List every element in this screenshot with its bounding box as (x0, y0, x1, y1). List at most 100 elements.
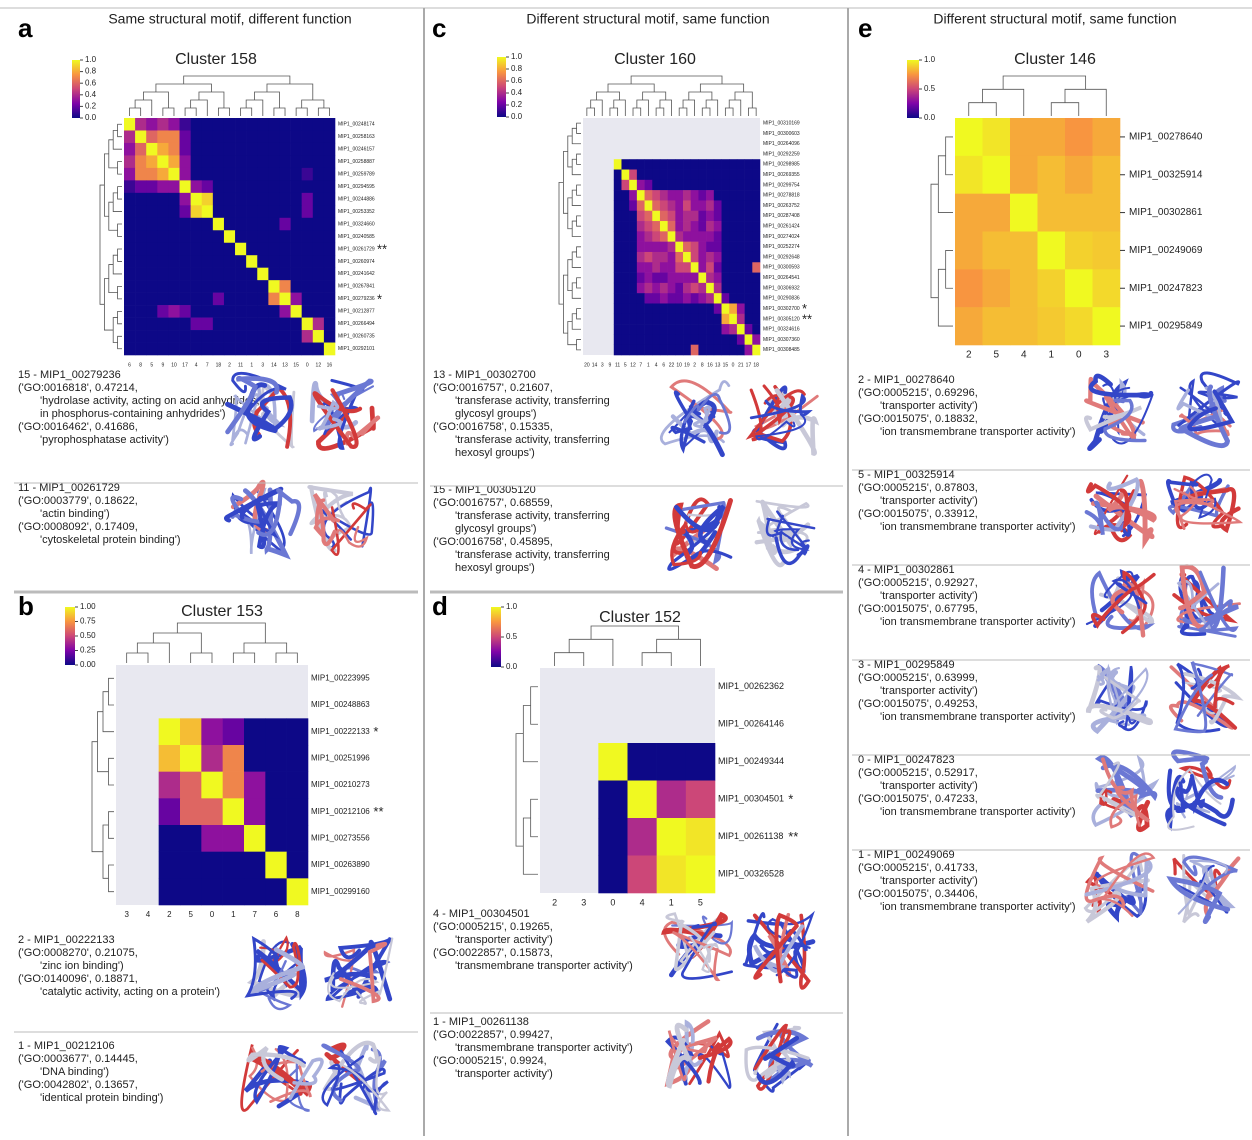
column-label: 0 (210, 910, 215, 919)
annotation-line: ('GO:0005215', 0.87803, (858, 482, 978, 494)
heatmap-cell (683, 324, 691, 335)
heatmap-cell (645, 170, 653, 181)
column-label: 12 (316, 362, 322, 368)
heatmap-cell (652, 170, 660, 181)
colorbar-tick-label: 0.0 (511, 112, 523, 121)
heatmap-cell (652, 190, 660, 201)
heatmap-cell (168, 218, 179, 231)
heatmap-cell (168, 193, 179, 206)
heatmap-cell (135, 155, 146, 168)
heatmap-cell (265, 745, 287, 772)
heatmap-cell (691, 324, 699, 335)
heatmap-cell (191, 130, 202, 143)
heatmap-cell (629, 211, 637, 222)
annotation-line: 2 - MIP1_00278640 (858, 374, 955, 386)
heatmap-cell (313, 243, 324, 256)
heatmap-cell (660, 293, 668, 304)
heatmap-cell (244, 852, 266, 879)
dendrogram (1003, 76, 1086, 89)
heatmap-cell (714, 334, 722, 345)
heatmap-cell (745, 190, 753, 201)
annotation-line: ('GO:0003677', 0.14445, (18, 1053, 138, 1065)
heatmap-cell (660, 190, 668, 201)
heatmap-cell (235, 330, 246, 343)
heatmap-cell (287, 745, 309, 772)
dendrogram (643, 92, 666, 100)
heatmap-cell (291, 143, 302, 156)
heatmap-cell (668, 273, 676, 284)
heatmap-cell (714, 314, 722, 325)
heatmap-cell (722, 334, 730, 345)
heatmap-cell (675, 283, 683, 294)
heatmap-cell (168, 293, 179, 306)
heatmap-cell (706, 283, 714, 294)
heatmap-cell (637, 314, 645, 325)
colorbar-tick-label: 1.00 (80, 602, 96, 611)
column-label: 6 (662, 362, 665, 368)
row-label: MIP1_00266494 (338, 321, 375, 327)
row-label: MIP1_00290836 (763, 296, 800, 302)
annotation-line: 'cytoskeletal protein binding') (40, 534, 181, 546)
heatmap-cell (686, 743, 715, 781)
heatmap-cell (191, 168, 202, 181)
heatmap-cell (691, 345, 699, 356)
colorbar (72, 60, 80, 118)
heatmap-cell (722, 273, 730, 284)
heatmap-cell (246, 255, 257, 268)
heatmap-cell (652, 273, 660, 284)
heatmap-cell (223, 798, 245, 825)
heatmap-cell (313, 230, 324, 243)
heatmap-cell (691, 180, 699, 191)
heatmap-cell (279, 180, 290, 193)
annotation-line: ('GO:0015075', 0.67795, (858, 603, 978, 615)
heatmap-cell (257, 180, 268, 193)
heatmap-cell (745, 252, 753, 263)
heatmap-cell (698, 231, 706, 242)
heatmap-cell (722, 252, 730, 263)
column-label: 4 (195, 362, 198, 368)
heatmap-cell (1065, 118, 1093, 156)
heatmap-cell (157, 168, 168, 181)
row-label: MIP1_00249344 (718, 756, 784, 766)
heatmap-cell (629, 170, 637, 181)
heatmap-cell (168, 168, 179, 181)
heatmap-cell (752, 242, 760, 253)
heatmap-cell (614, 252, 622, 263)
heatmap-cell (244, 825, 266, 852)
colorbar-tick-label: 0.2 (85, 102, 97, 111)
colorbar (65, 607, 75, 665)
heatmap-cell (313, 305, 324, 318)
heatmap-cell (257, 305, 268, 318)
colorbar-tick-label: 0.00 (80, 660, 96, 669)
dendrogram (302, 100, 324, 108)
row-label: MIP1_00244886 (338, 196, 375, 202)
heatmap-cell (637, 324, 645, 335)
heatmap-cell (668, 221, 676, 232)
heatmap-cell (202, 155, 213, 168)
heatmap-cell (168, 268, 179, 281)
heatmap-cell (652, 334, 660, 345)
heatmap-cell (180, 168, 191, 181)
heatmap-cell (168, 330, 179, 343)
heatmap-cell (698, 324, 706, 335)
dendrogram (103, 825, 109, 878)
heatmap-cell (675, 334, 683, 345)
heatmap-cell (191, 243, 202, 256)
dendrogram (113, 318, 117, 343)
heatmap-cell (313, 280, 324, 293)
heatmap-cell (629, 180, 637, 191)
heatmap-cell (752, 334, 760, 345)
heatmap-cell (698, 345, 706, 356)
heatmap-cell (302, 180, 313, 193)
heatmap-cell (637, 221, 645, 232)
heatmap-cell (180, 155, 191, 168)
heatmap-cell (1038, 156, 1066, 194)
heatmap-cell (168, 118, 179, 131)
column-label: 0 (306, 362, 309, 368)
row-label: MIP1_00287408 (763, 213, 800, 219)
heatmap-cell (168, 255, 179, 268)
heatmap-cell (124, 318, 135, 331)
annotation-line: ('GO:0016818', 0.47214, (18, 382, 138, 394)
heatmap-cell (668, 345, 676, 356)
heatmap-cell (652, 221, 660, 232)
